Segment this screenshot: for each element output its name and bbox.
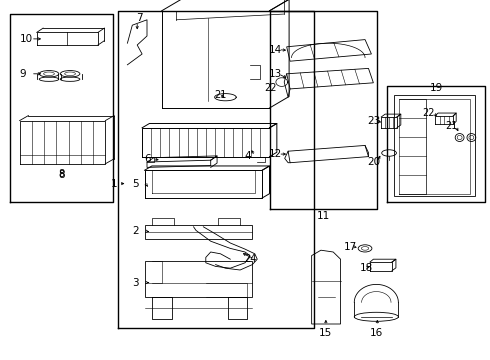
Text: 21: 21 [445, 121, 457, 131]
Text: 22: 22 [265, 83, 277, 93]
Text: 14: 14 [269, 45, 282, 55]
Text: 8: 8 [58, 169, 64, 179]
Text: 9: 9 [20, 69, 26, 79]
Text: 16: 16 [369, 328, 383, 338]
Text: 18: 18 [360, 263, 373, 273]
Text: 11: 11 [317, 211, 330, 221]
Text: 17: 17 [344, 242, 357, 252]
Text: 10: 10 [20, 34, 33, 44]
Text: 22: 22 [422, 108, 435, 118]
Text: 3: 3 [132, 278, 139, 288]
Text: 23: 23 [368, 116, 381, 126]
Text: 1: 1 [111, 179, 118, 189]
Text: 2: 2 [132, 226, 139, 236]
Text: 8: 8 [58, 170, 65, 180]
Text: 5: 5 [132, 179, 139, 189]
Text: 12: 12 [269, 149, 282, 159]
Text: 24: 24 [244, 254, 256, 264]
Text: 19: 19 [429, 83, 443, 93]
Text: 15: 15 [319, 328, 333, 338]
Text: 6: 6 [145, 154, 151, 164]
Text: 21: 21 [215, 90, 227, 100]
Text: 7: 7 [136, 13, 143, 23]
Text: 20: 20 [368, 157, 381, 167]
Text: 4: 4 [244, 151, 251, 161]
Text: 13: 13 [269, 69, 282, 79]
